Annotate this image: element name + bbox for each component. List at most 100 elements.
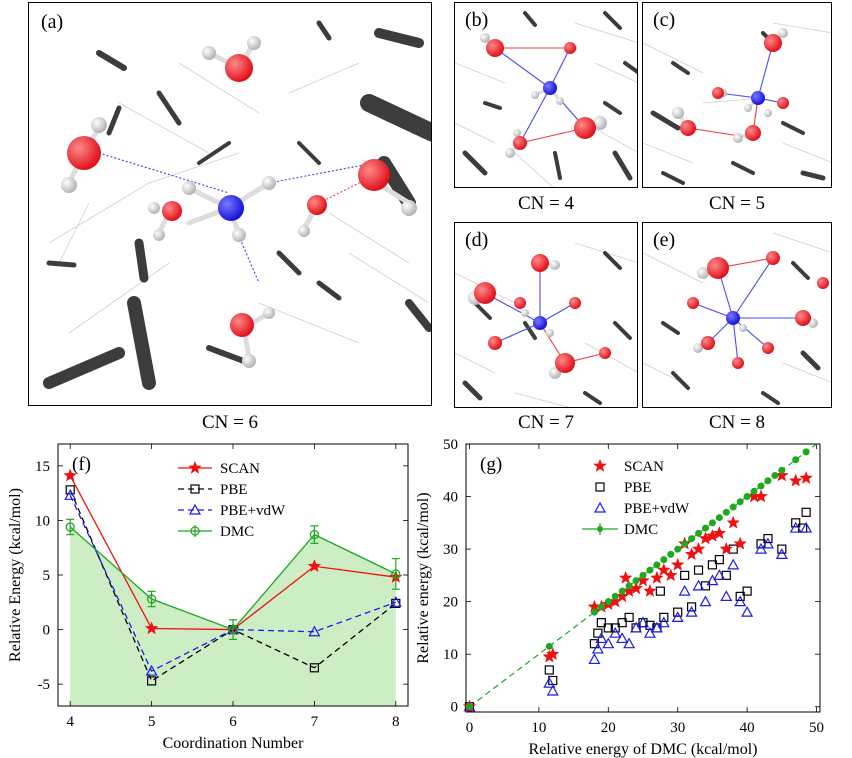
pbe-vdw-point xyxy=(775,548,788,559)
scan-point xyxy=(788,473,803,487)
oxygen-atom xyxy=(762,342,774,354)
dmc-point xyxy=(646,566,654,574)
pbe-vdw-point xyxy=(692,579,705,591)
y-tick-label: -5 xyxy=(38,677,51,693)
hydrogen-atom xyxy=(232,228,246,242)
water-stick xyxy=(316,280,342,301)
dmc-point xyxy=(688,535,696,543)
pbe-point xyxy=(680,570,690,580)
oxygen-atom xyxy=(732,357,744,369)
dmc-point xyxy=(660,556,668,564)
molecule-snapshot-b xyxy=(455,11,637,187)
oxygen-atom xyxy=(766,251,780,265)
water-stick xyxy=(661,321,680,335)
oxygen-atom xyxy=(712,87,724,99)
pbe-point xyxy=(610,623,620,633)
dmc-point xyxy=(681,540,689,548)
hbond-network-line xyxy=(643,362,684,384)
legend-label: PBE+vdW xyxy=(624,501,690,517)
oxygen-atom xyxy=(680,120,696,136)
pbe-vdw-point xyxy=(636,616,650,628)
panel-e-label: (e) xyxy=(653,229,676,251)
water-stick xyxy=(583,391,602,405)
pbe-vdw-point xyxy=(671,611,684,623)
dmc-point xyxy=(736,498,744,506)
pbe-vdw-point xyxy=(145,664,158,676)
hbond-network-line xyxy=(118,102,210,154)
pbe-point xyxy=(593,628,603,638)
pbe-vdw-point xyxy=(389,596,402,607)
scan-point xyxy=(799,470,813,484)
pbe-point xyxy=(596,618,606,628)
pbe-vdw-point xyxy=(741,605,754,617)
hbond-network-line xyxy=(643,142,694,164)
oxygen-atom xyxy=(307,195,327,215)
hydrogen-atom xyxy=(480,33,490,43)
hydrogen-atom xyxy=(505,148,515,158)
panel-b-label: (b) xyxy=(465,9,489,31)
hydrogen-atom xyxy=(153,229,165,241)
coordination-line xyxy=(98,152,230,194)
hbond-network-line xyxy=(68,262,170,334)
coordination-line xyxy=(757,42,774,99)
y-tick-label: 20 xyxy=(443,595,458,611)
hbond-network-line xyxy=(455,122,496,144)
legend-label: DMC xyxy=(624,522,658,538)
water-stick xyxy=(612,150,633,181)
water-stick xyxy=(297,141,321,165)
pbe-point xyxy=(309,663,319,673)
x-axis-label: Relative energy of DMC (kcal/mol) xyxy=(529,741,758,758)
molecule-snapshot-d xyxy=(455,242,637,407)
hydrogen-atom xyxy=(401,200,417,216)
pbe-point xyxy=(624,612,634,623)
water-stick xyxy=(96,50,127,71)
pbe-point xyxy=(707,560,718,570)
chart-panel-label: (g) xyxy=(480,454,502,475)
dmc-point xyxy=(597,603,605,611)
hydrogen-atom xyxy=(247,36,261,50)
legend-marker xyxy=(188,503,202,515)
water-stick xyxy=(761,391,780,405)
dmc-point xyxy=(802,448,810,456)
dmc-point xyxy=(757,482,765,490)
hydrogen-atom xyxy=(242,354,256,368)
hydrogen-atom xyxy=(697,267,709,279)
y-tick-label: 10 xyxy=(35,513,50,529)
molecule-snapshot-a xyxy=(43,20,431,390)
hydrogen-atom xyxy=(61,177,77,193)
nitrogen-atom xyxy=(218,195,244,221)
dft-vs-dmc-scatter-chart: 0 10 20 30 40 50 0 10 20 30 40 50 Relative energy of… xyxy=(415,437,824,758)
pbe-point xyxy=(742,586,752,596)
scan-point xyxy=(307,559,322,573)
pbe-vdw-point xyxy=(734,595,747,607)
oxygen-atom xyxy=(564,42,576,54)
hbond-network-line xyxy=(772,232,831,253)
dmc-point xyxy=(764,477,772,485)
hydrogen-atom xyxy=(202,46,216,60)
hbond-network-line xyxy=(594,62,637,83)
hbond-network-line xyxy=(584,342,637,373)
oxygen-atom xyxy=(745,125,761,141)
water-stick xyxy=(462,380,483,401)
x-tick-label: 6 xyxy=(229,714,237,730)
coordination-line xyxy=(519,127,586,144)
hbond-network-line xyxy=(643,252,704,284)
water-stick xyxy=(650,110,681,131)
pbe-vdw-point xyxy=(588,653,601,665)
chart-panel-label: (f) xyxy=(72,454,91,475)
pbe-vdw-point xyxy=(713,569,726,580)
coordination-line xyxy=(549,47,571,89)
hbond-network-line xyxy=(48,182,150,244)
dmc-point xyxy=(391,569,401,579)
dmc-shaded-area xyxy=(70,526,396,706)
pbe-point xyxy=(686,602,697,612)
hydrogen-atom xyxy=(778,28,788,38)
y-tick-label: 50 xyxy=(443,437,458,453)
dmc-point xyxy=(611,592,619,600)
water-stick xyxy=(661,171,685,185)
water-stick xyxy=(671,371,690,390)
dmc-point xyxy=(228,624,238,635)
hydrogen-atom xyxy=(693,343,703,353)
hydrogen-atom xyxy=(91,117,107,133)
hydrogen-atom xyxy=(672,107,684,119)
